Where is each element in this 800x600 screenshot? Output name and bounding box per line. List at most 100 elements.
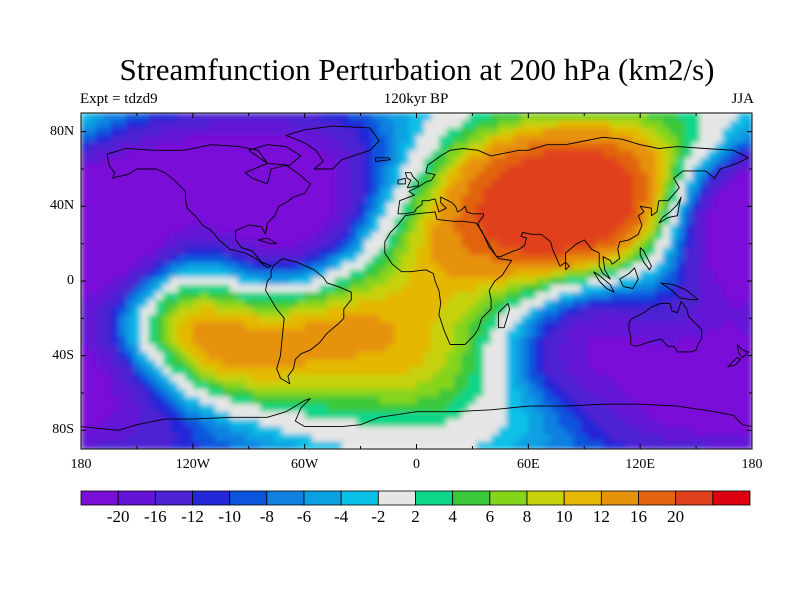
field-cell xyxy=(177,322,186,331)
field-cell xyxy=(729,187,738,196)
field-cell xyxy=(513,434,522,443)
x-tick-label: 0 xyxy=(413,457,420,472)
field-cell xyxy=(386,344,395,353)
field-cell xyxy=(148,374,157,383)
field-cell xyxy=(498,135,507,144)
field-cell xyxy=(714,277,723,286)
field-cell xyxy=(409,344,418,353)
field-cell xyxy=(252,441,261,449)
field-cell xyxy=(617,127,626,136)
field-cell xyxy=(237,135,246,144)
field-cell xyxy=(692,150,701,159)
field-cell xyxy=(468,307,477,316)
field-cell xyxy=(513,299,522,308)
field-cell xyxy=(684,165,693,174)
field-cell xyxy=(177,426,186,435)
field-cell xyxy=(707,142,716,151)
field-cell xyxy=(505,202,515,211)
field-cell xyxy=(647,419,656,428)
field-cell xyxy=(230,269,239,278)
field-cell xyxy=(319,284,328,293)
field-cell xyxy=(550,404,559,413)
field-cell xyxy=(133,329,142,338)
field-cell xyxy=(371,135,380,144)
field-cell xyxy=(737,307,746,316)
field-cell xyxy=(468,247,477,256)
field-cell xyxy=(237,187,246,196)
field-cell xyxy=(416,165,425,174)
field-cell xyxy=(498,337,507,346)
field-cell xyxy=(610,374,619,383)
field-cell xyxy=(580,411,589,420)
field-cell xyxy=(110,180,119,189)
field-cell xyxy=(655,322,664,331)
field-cell xyxy=(677,396,686,405)
field-cell xyxy=(423,172,433,181)
field-cell xyxy=(289,441,298,449)
field-cell xyxy=(409,127,418,136)
field-cell xyxy=(692,247,701,256)
field-cell xyxy=(185,396,194,405)
field-cell xyxy=(714,389,723,398)
field-cell xyxy=(289,254,298,263)
field-cell xyxy=(595,396,604,405)
field-cell xyxy=(81,292,90,301)
field-cell xyxy=(729,314,738,323)
field-cell xyxy=(371,426,380,435)
field-cell xyxy=(207,307,216,316)
field-cell xyxy=(714,195,723,204)
field-cell xyxy=(319,292,328,301)
field-cell xyxy=(699,292,708,301)
field-cell xyxy=(573,292,582,301)
field-cell xyxy=(118,344,127,353)
colorbar-label: -8 xyxy=(259,507,274,526)
field-cell xyxy=(602,366,611,375)
field-cell xyxy=(573,269,582,278)
field-cell xyxy=(88,120,97,129)
field-cell xyxy=(655,247,664,256)
field-cell xyxy=(520,187,529,196)
field-cell xyxy=(409,150,418,159)
field-cell xyxy=(580,329,589,338)
field-cell xyxy=(177,195,186,204)
field-cell xyxy=(714,180,723,189)
field-cell xyxy=(222,165,231,174)
field-cell xyxy=(610,277,619,286)
field-cell xyxy=(177,120,186,129)
field-cell xyxy=(416,262,425,271)
field-cell xyxy=(558,269,567,278)
field-cell xyxy=(230,344,239,353)
field-cell xyxy=(655,426,664,435)
field-cell xyxy=(386,434,395,443)
field-cell xyxy=(215,389,224,398)
field-cell xyxy=(669,284,679,293)
field-cell xyxy=(684,254,693,263)
field-cell xyxy=(267,120,276,129)
field-cell xyxy=(416,426,425,435)
field-cell xyxy=(535,344,544,353)
field-cell xyxy=(580,441,589,449)
field-cell xyxy=(468,142,477,151)
field-cell xyxy=(409,396,418,405)
field-cell xyxy=(647,247,656,256)
field-cell xyxy=(252,277,261,286)
field-cell xyxy=(364,247,373,256)
field-cell xyxy=(423,165,433,174)
field-cell xyxy=(483,232,492,241)
coastline-borneo xyxy=(619,267,639,289)
field-cell xyxy=(647,434,656,443)
field-cell xyxy=(304,232,313,241)
field-cell xyxy=(327,351,336,360)
field-cell xyxy=(744,441,752,449)
field-cell xyxy=(170,292,179,301)
field-cell xyxy=(513,344,522,353)
field-cell xyxy=(118,157,127,166)
field-cell xyxy=(356,225,365,234)
field-cell xyxy=(371,359,380,368)
field-cell xyxy=(729,299,738,308)
field-cell xyxy=(185,329,194,338)
field-cell xyxy=(379,165,388,174)
field-cell xyxy=(640,157,649,166)
field-cell xyxy=(677,254,686,263)
field-cell xyxy=(125,307,134,316)
